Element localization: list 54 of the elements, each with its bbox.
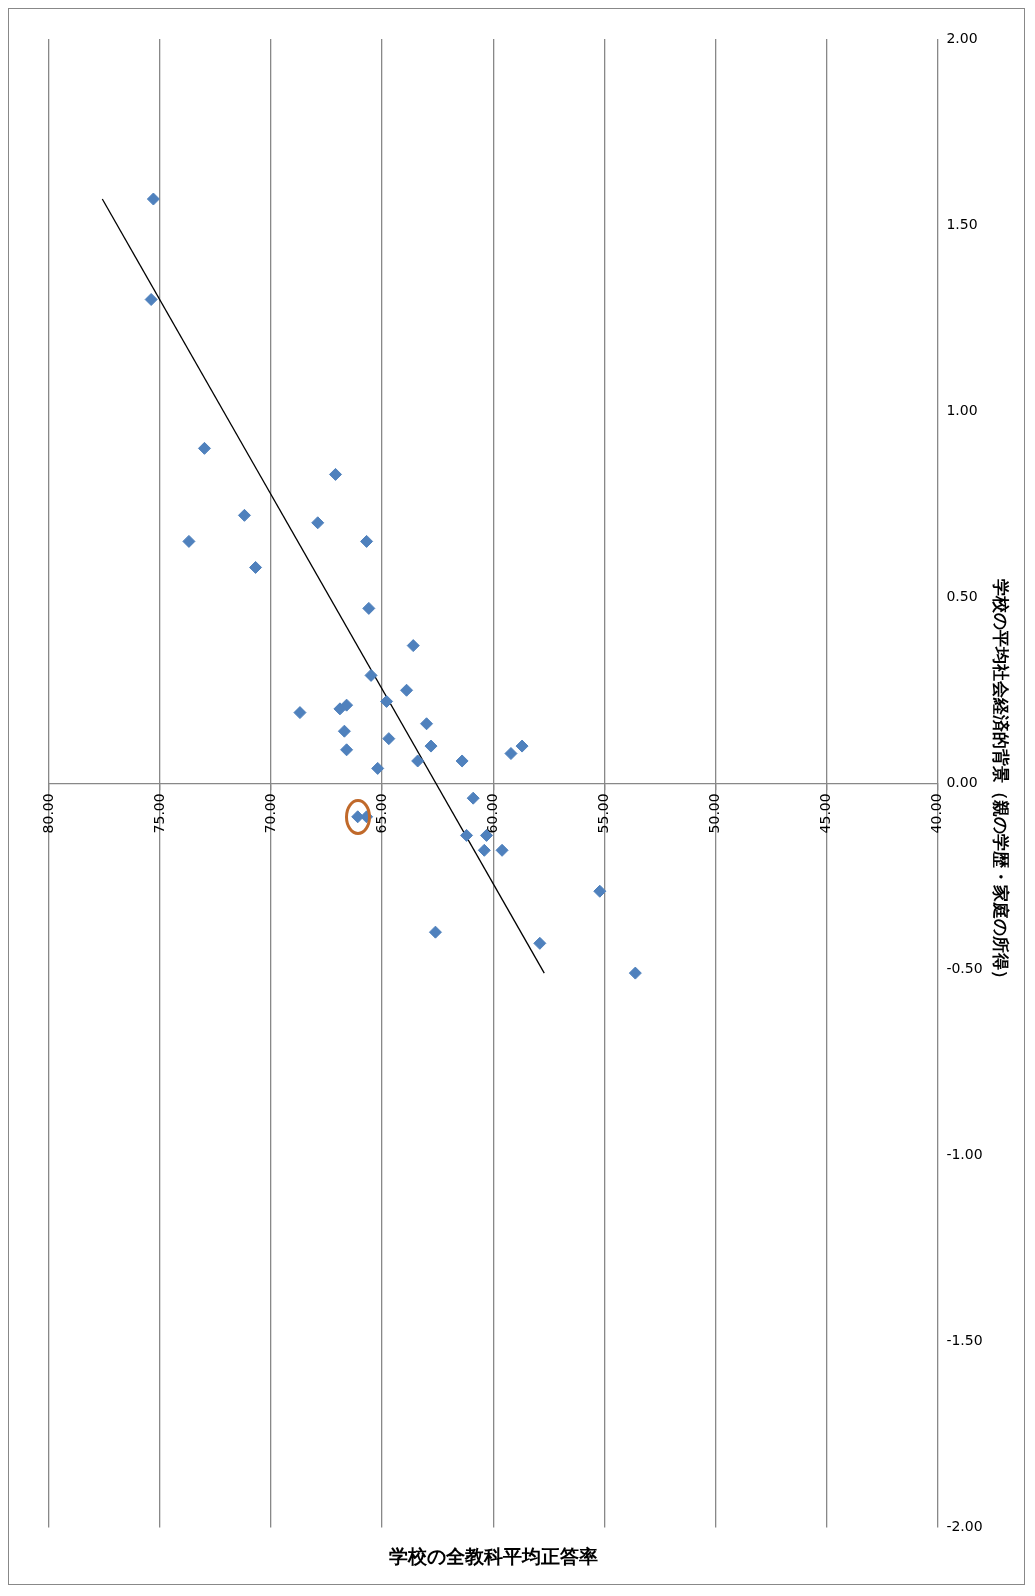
x-tick-label: 65.00 [372,793,389,834]
x-tick-label: 40.00 [928,793,945,834]
y-tick-label: 0.50 [946,587,978,604]
x-tick-label: 50.00 [705,793,722,834]
point [411,754,425,768]
point [628,966,642,980]
x-tick-label: 70.00 [261,793,278,834]
point [466,791,480,805]
point [515,739,529,753]
x-axis-title: 学校の全教科平均正答率 [389,1544,598,1569]
point [146,192,160,206]
y-tick-label: -1.00 [946,1146,983,1163]
point [533,936,547,950]
point [197,441,211,455]
point [477,843,491,857]
point [311,516,325,530]
point [364,668,378,682]
point [249,560,263,574]
point [371,761,385,775]
point [495,843,509,857]
point [455,754,469,768]
point [360,534,374,548]
point [460,828,474,842]
y-tick-label: 1.00 [946,401,978,418]
point [340,698,354,712]
y-tick-label: -0.50 [946,960,983,977]
point [380,694,394,708]
point [337,724,351,738]
x-tick-label: 80.00 [39,793,56,834]
point [420,717,434,731]
point [593,884,607,898]
y-tick-label: -1.50 [946,1332,983,1349]
point [362,601,376,615]
point [504,747,518,761]
point [144,293,158,307]
point [182,534,196,548]
point [340,743,354,757]
point [428,925,442,939]
y-axis-title: 学校の平均社会経済的背景（親の学歴・家庭の所得） [991,579,1012,988]
x-tick-label: 75.00 [150,793,167,834]
point [400,683,414,697]
point [293,706,307,720]
point [406,639,420,653]
point [424,739,438,753]
y-tick-label: 1.50 [946,215,978,232]
point [237,508,251,522]
x-tick-label: 45.00 [816,793,833,834]
y-tick-label: 0.00 [946,773,978,790]
y-tick-label: -2.00 [946,1518,983,1535]
y-tick-label: 2.00 [946,29,978,46]
x-tick-label: 60.00 [483,793,500,834]
point [382,732,396,746]
x-tick-label: 55.00 [594,793,611,834]
point [329,467,342,481]
